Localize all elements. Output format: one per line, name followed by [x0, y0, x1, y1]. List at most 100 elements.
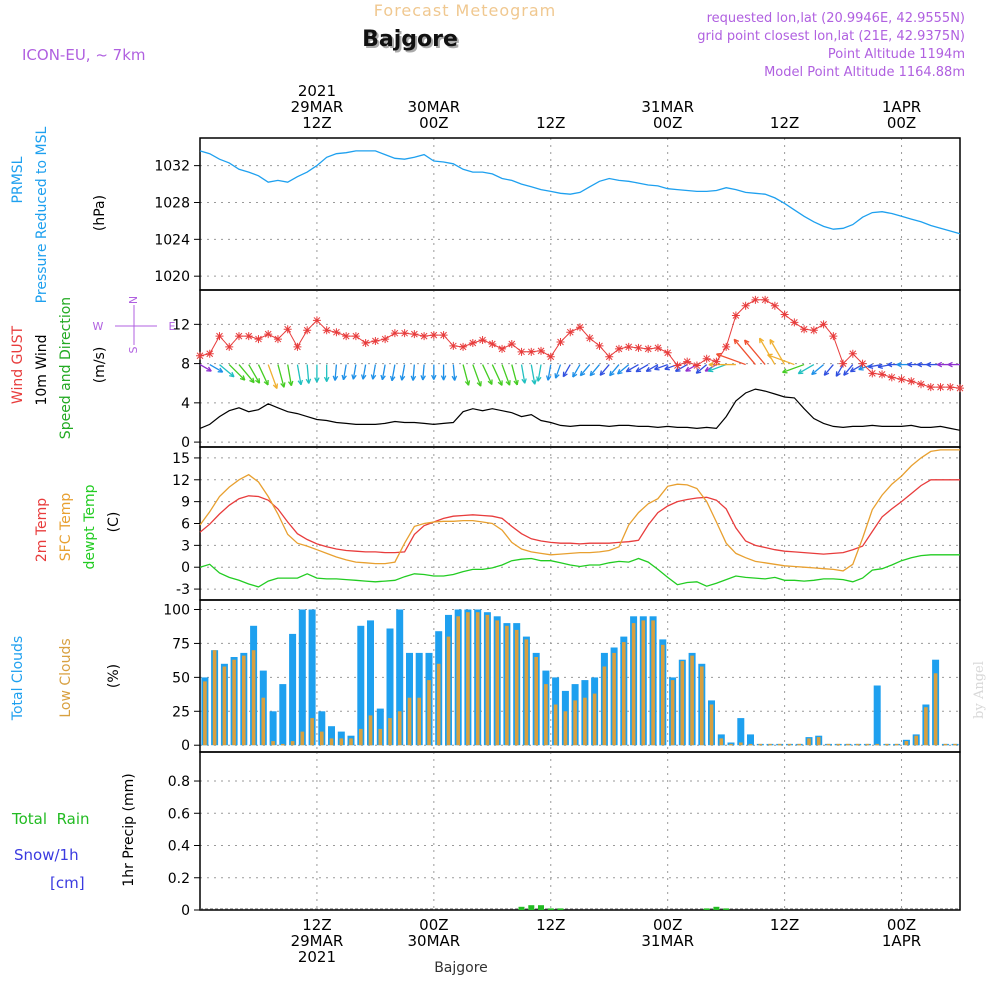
wind-arrowhead [229, 371, 235, 378]
low-cloud-bar [885, 743, 889, 746]
gust-marker [644, 344, 653, 353]
gust-marker [410, 330, 419, 339]
wind-arrow [625, 364, 639, 373]
wind-arrow [257, 364, 269, 386]
gust-marker [225, 342, 234, 351]
gust-marker [478, 336, 487, 345]
precip-panel: 0 0.2 0.4 0.6 0.8 [168, 751, 961, 919]
gust-marker [234, 332, 243, 341]
wind-arrowhead [440, 375, 447, 381]
wind-arrowhead [811, 369, 817, 376]
rain-bar [703, 908, 710, 910]
wind-arrow [645, 364, 659, 372]
wind-arrow [228, 364, 246, 381]
gust-marker [956, 384, 964, 393]
gust-marker [381, 335, 390, 344]
gust-marker [546, 352, 555, 361]
wind-arrow [589, 364, 600, 377]
low-cloud-bar [329, 738, 334, 746]
total-cloud-bar [289, 633, 297, 746]
low-cloud-bar [300, 731, 305, 746]
gust-marker [400, 329, 409, 338]
wind-arrowhead [239, 375, 246, 381]
bottom-time-label: 00Z [653, 916, 682, 934]
low-cloud-bar [933, 673, 938, 746]
precip-ytick-label: 0.4 [168, 839, 190, 855]
low-cloud-bar [670, 680, 675, 746]
wind-arrowhead [926, 361, 932, 368]
low-cloud-bar [505, 625, 509, 746]
gust-marker [839, 359, 848, 368]
bottom-time-label: 2021 [298, 948, 336, 966]
wind-arrow [401, 364, 406, 381]
wind-ytick-label: 0 [181, 435, 190, 451]
wind-arrowhead [536, 376, 542, 382]
temp-panel: -3 0 3 6 9 12 15 [172, 446, 961, 601]
wind-barbs [199, 337, 961, 389]
pressure-panel: 1020 1024 1028 1032 [154, 137, 961, 291]
temp-ytick-label: 0 [181, 560, 190, 576]
temp2m-line [199, 479, 960, 555]
bottom-time-label: 12Z [536, 916, 565, 934]
wind-arrow [562, 364, 571, 378]
wind-arrowhead [695, 368, 702, 374]
gust-marker [917, 380, 926, 389]
wind-arrowhead [707, 367, 714, 373]
temp-ytick-label: 9 [181, 495, 190, 511]
low-cloud-bar [222, 666, 227, 746]
wind-arrowhead [380, 374, 386, 381]
top-time-label: 12Z [302, 114, 331, 132]
low-cloud-bar [768, 743, 772, 746]
gust-marker [800, 325, 809, 334]
wind-dir-label: Speed and Direction [58, 297, 74, 439]
compass-rose: N S W E [93, 296, 176, 354]
wind-arrowhead [947, 361, 953, 368]
low-cloud-bar [700, 666, 704, 746]
wind-arrow [342, 364, 347, 380]
gust-marker [498, 344, 507, 353]
pressure-ytick-label: 1032 [154, 159, 190, 175]
wind-arrow [733, 338, 756, 365]
wind-arrow [716, 353, 746, 366]
wind-arrowhead [664, 365, 670, 371]
wind-arrowhead [360, 374, 367, 380]
wind-arrowhead [314, 377, 320, 383]
gust-marker [322, 326, 331, 335]
gust-marker [605, 352, 614, 361]
gust-marker [858, 359, 867, 368]
low-cloud-bar [709, 704, 714, 746]
low-cloud-bar [407, 697, 412, 746]
wind-arrowhead [287, 380, 294, 387]
low-cloud-bar [544, 684, 548, 746]
wind-arrowhead [332, 375, 339, 381]
precip-ytick-label: 0.8 [168, 774, 190, 790]
low-cloud-bar [865, 743, 870, 746]
gust-marker [887, 373, 896, 382]
precip-bars [200, 905, 960, 910]
gust-marker [770, 301, 779, 310]
wind-arrow [835, 364, 844, 377]
low-cloud-bar [748, 743, 753, 746]
wind-arrow [675, 364, 688, 372]
wind-arrow [617, 364, 630, 375]
low-cloud-bar [953, 743, 957, 746]
bottom-time-label: 30MAR [407, 932, 460, 950]
wind-arrowhead [654, 365, 660, 371]
gust-marker [731, 311, 740, 320]
panels: 102010241028103204812-303691215025507510… [154, 137, 964, 919]
snow-unit-label: [cm] [50, 874, 85, 892]
wind-arrow [708, 363, 727, 372]
total-cloud-bar [386, 628, 394, 746]
precip-unit: 1hr Precip (mm) [121, 773, 137, 886]
low-cloud-bar [739, 742, 743, 746]
total-cloud-bar [318, 711, 326, 746]
sfc-temp-line [199, 449, 960, 572]
wind-arrow [372, 364, 377, 380]
low-cloud-bar [388, 718, 392, 746]
wind-arrow [843, 364, 854, 376]
wind-arrow [209, 364, 224, 373]
wind-arrowhead [823, 370, 830, 376]
wind-unit: (m/s) [92, 347, 108, 384]
